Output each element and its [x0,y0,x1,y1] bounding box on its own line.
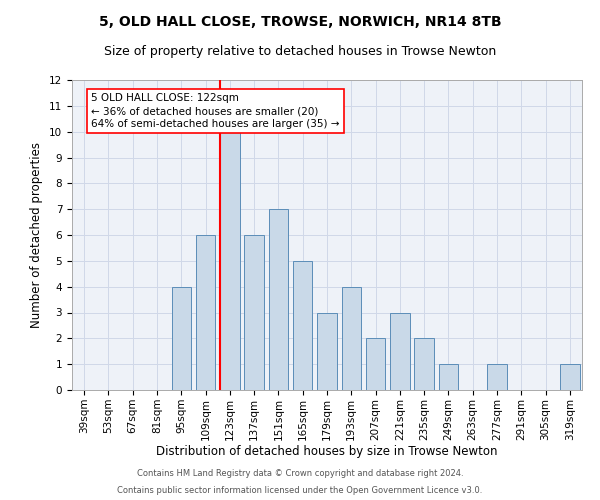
Text: 5 OLD HALL CLOSE: 122sqm
← 36% of detached houses are smaller (20)
64% of semi-d: 5 OLD HALL CLOSE: 122sqm ← 36% of detach… [91,93,340,130]
Bar [269,209,288,390]
Bar [487,364,507,390]
Text: 5, OLD HALL CLOSE, TROWSE, NORWICH, NR14 8TB: 5, OLD HALL CLOSE, TROWSE, NORWICH, NR14… [98,15,502,29]
Bar [439,364,458,390]
Bar [220,132,239,390]
Bar [560,364,580,390]
Bar [390,312,410,390]
Bar [172,286,191,390]
Bar [415,338,434,390]
Bar [293,261,313,390]
Bar [196,235,215,390]
X-axis label: Distribution of detached houses by size in Trowse Newton: Distribution of detached houses by size … [156,446,498,458]
Bar [244,235,264,390]
Y-axis label: Number of detached properties: Number of detached properties [31,142,43,328]
Text: Size of property relative to detached houses in Trowse Newton: Size of property relative to detached ho… [104,45,496,58]
Bar [341,286,361,390]
Bar [366,338,385,390]
Text: Contains HM Land Registry data © Crown copyright and database right 2024.: Contains HM Land Registry data © Crown c… [137,468,463,477]
Bar [317,312,337,390]
Text: Contains public sector information licensed under the Open Government Licence v3: Contains public sector information licen… [118,486,482,495]
